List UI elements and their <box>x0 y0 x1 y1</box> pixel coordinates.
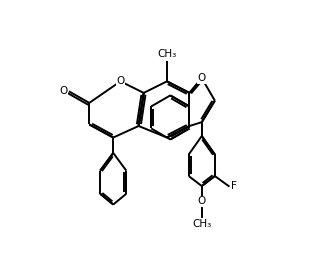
Text: O: O <box>198 73 206 83</box>
Text: CH₃: CH₃ <box>157 49 177 59</box>
Text: F: F <box>231 181 237 191</box>
Text: CH₃: CH₃ <box>192 219 212 229</box>
Text: O: O <box>197 197 205 206</box>
Text: O: O <box>59 86 68 96</box>
Text: O: O <box>116 76 125 86</box>
